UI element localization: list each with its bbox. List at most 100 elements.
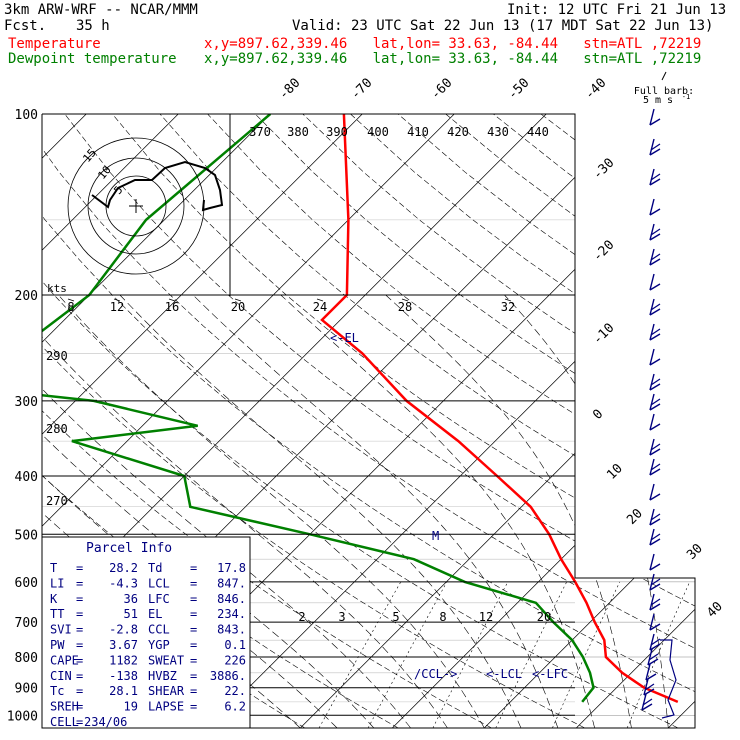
wind-barb xyxy=(649,348,661,366)
wind-barb-flag xyxy=(649,518,661,526)
wind-barb-flag xyxy=(644,683,655,691)
parcel-eq: = xyxy=(190,592,197,606)
el-marker: <-EL xyxy=(330,331,359,345)
speed-tick xyxy=(401,298,409,302)
parcel-label: EL xyxy=(148,607,162,621)
parcel-value: 28.2 xyxy=(109,561,138,575)
parcel-eq: = xyxy=(76,653,83,667)
parcel-eq: = xyxy=(76,623,83,637)
theta-label: 420 xyxy=(447,125,469,139)
wind-barb-flag xyxy=(650,398,661,406)
dry-adiabat-370 xyxy=(254,114,695,728)
wind-barb-flag xyxy=(650,578,661,586)
parcel-eq: = xyxy=(76,715,83,729)
hodograph-ring xyxy=(87,157,185,255)
dewpoint-profile xyxy=(42,114,595,703)
hodograph-ring-label: 10 xyxy=(95,163,113,182)
wind-barb-flag xyxy=(649,333,661,341)
speed-tick xyxy=(113,298,121,302)
mixing-ratio-12 xyxy=(552,581,621,728)
ccl-marker: /CCL-> xyxy=(414,667,457,681)
isotherm-label: -50 xyxy=(505,76,532,103)
wind-barb-flag xyxy=(649,583,661,591)
parcel-eq: = xyxy=(190,576,197,590)
wind-barb-flag xyxy=(641,703,653,711)
hodograph-trace xyxy=(91,160,224,212)
parcel-label: CELL xyxy=(50,715,79,729)
dewpoint-legend: Dewpoint temperature xyxy=(8,51,177,67)
isotherm-label: 20 xyxy=(624,506,646,528)
mixing-ratio-2 xyxy=(318,581,402,728)
isotherm-10 xyxy=(484,114,695,728)
parcel-eq: = xyxy=(76,607,83,621)
parcel-value: 51 xyxy=(124,607,138,621)
wind-barb-staff xyxy=(649,508,655,526)
wind-barb-flag xyxy=(649,258,661,266)
isotherm-label: 40 xyxy=(704,599,726,621)
wind-barb xyxy=(649,373,661,391)
parcel-label: LI xyxy=(50,576,64,590)
speed-tick xyxy=(504,298,512,302)
hodograph-unit: kts xyxy=(47,282,67,295)
wind-barb-staff xyxy=(649,373,655,391)
parcel-eq: = xyxy=(76,638,83,652)
parcel-label: SVI xyxy=(50,623,72,637)
parcel-value: 19 xyxy=(124,700,138,714)
isotherm-label: 30 xyxy=(684,541,706,563)
isotherm-0 xyxy=(392,114,695,728)
parcel-value: 843. xyxy=(217,623,246,637)
wind-barb xyxy=(649,168,661,186)
theta-label: 400 xyxy=(367,125,389,139)
wind-barb-flag xyxy=(650,443,661,451)
wind-barb xyxy=(649,198,661,216)
parcel-value: 1182 xyxy=(109,653,138,667)
wind-barb-flag xyxy=(649,148,661,156)
theta-label: 440 xyxy=(527,125,549,139)
parcel-eq: = xyxy=(190,607,197,621)
isotherm-label: -40 xyxy=(582,76,609,103)
wind-barb-staff xyxy=(645,663,651,681)
init-time: Init: 12 UTC Fri 21 Jun 13 xyxy=(507,2,727,18)
wind-barb-staff xyxy=(641,693,647,711)
parcel-label: SREH xyxy=(50,700,79,714)
wind-barb xyxy=(649,483,661,501)
parcel-value: 6.2 xyxy=(224,700,246,714)
wind-barb-flag xyxy=(649,623,661,631)
model-title: 3km ARW-WRF -- NCAR/MMM xyxy=(4,2,198,18)
moist-adiabat-26 xyxy=(385,294,632,728)
barb-note: Full barb: xyxy=(634,86,694,97)
wind-barb-flag xyxy=(648,653,659,661)
pressure-label-600: 600 xyxy=(15,576,38,591)
parcel-value: 846. xyxy=(217,592,246,606)
wind-barb-staff xyxy=(649,613,655,631)
parcel-value: 234. xyxy=(217,607,246,621)
wind-barb-flag xyxy=(649,493,661,501)
moist-adiabat-6 xyxy=(42,294,448,728)
wind-barb xyxy=(649,613,661,631)
wind-barb-flag xyxy=(649,283,661,291)
wind-barb xyxy=(649,458,661,476)
wind-barb-flag xyxy=(650,253,661,261)
dry-adiabat-460 xyxy=(683,114,695,728)
wind-barb-staff xyxy=(649,633,655,651)
wind-barb-staff xyxy=(649,198,655,216)
valid-time: Valid: 23 UTC Sat 22 Jun 13 (17 MDT Sat … xyxy=(292,18,714,34)
wind-barb-flag xyxy=(649,403,661,411)
dry-adiabat-310 xyxy=(42,114,695,728)
mean-marker: M xyxy=(432,529,439,543)
parcel-label: SHEAR xyxy=(148,684,185,698)
isotherm-label: -20 xyxy=(590,238,617,265)
wind-barb-flag xyxy=(649,118,661,126)
wind-barb-staff xyxy=(649,458,655,476)
parcel-title: Parcel Info xyxy=(86,541,172,556)
lowlevel-wind-trace xyxy=(660,639,677,719)
wind-barb-flag xyxy=(650,228,661,236)
wind-barb-staff xyxy=(649,248,655,266)
wind-barb-flag xyxy=(649,178,661,186)
parcel-value: -4.3 xyxy=(109,576,138,590)
isotherm-label: -60 xyxy=(428,76,455,103)
wind-barb-staff xyxy=(649,223,655,241)
parcel-value: -138 xyxy=(109,669,138,683)
parcel-label: TT xyxy=(50,607,64,621)
pressure-label-900: 900 xyxy=(15,682,38,697)
